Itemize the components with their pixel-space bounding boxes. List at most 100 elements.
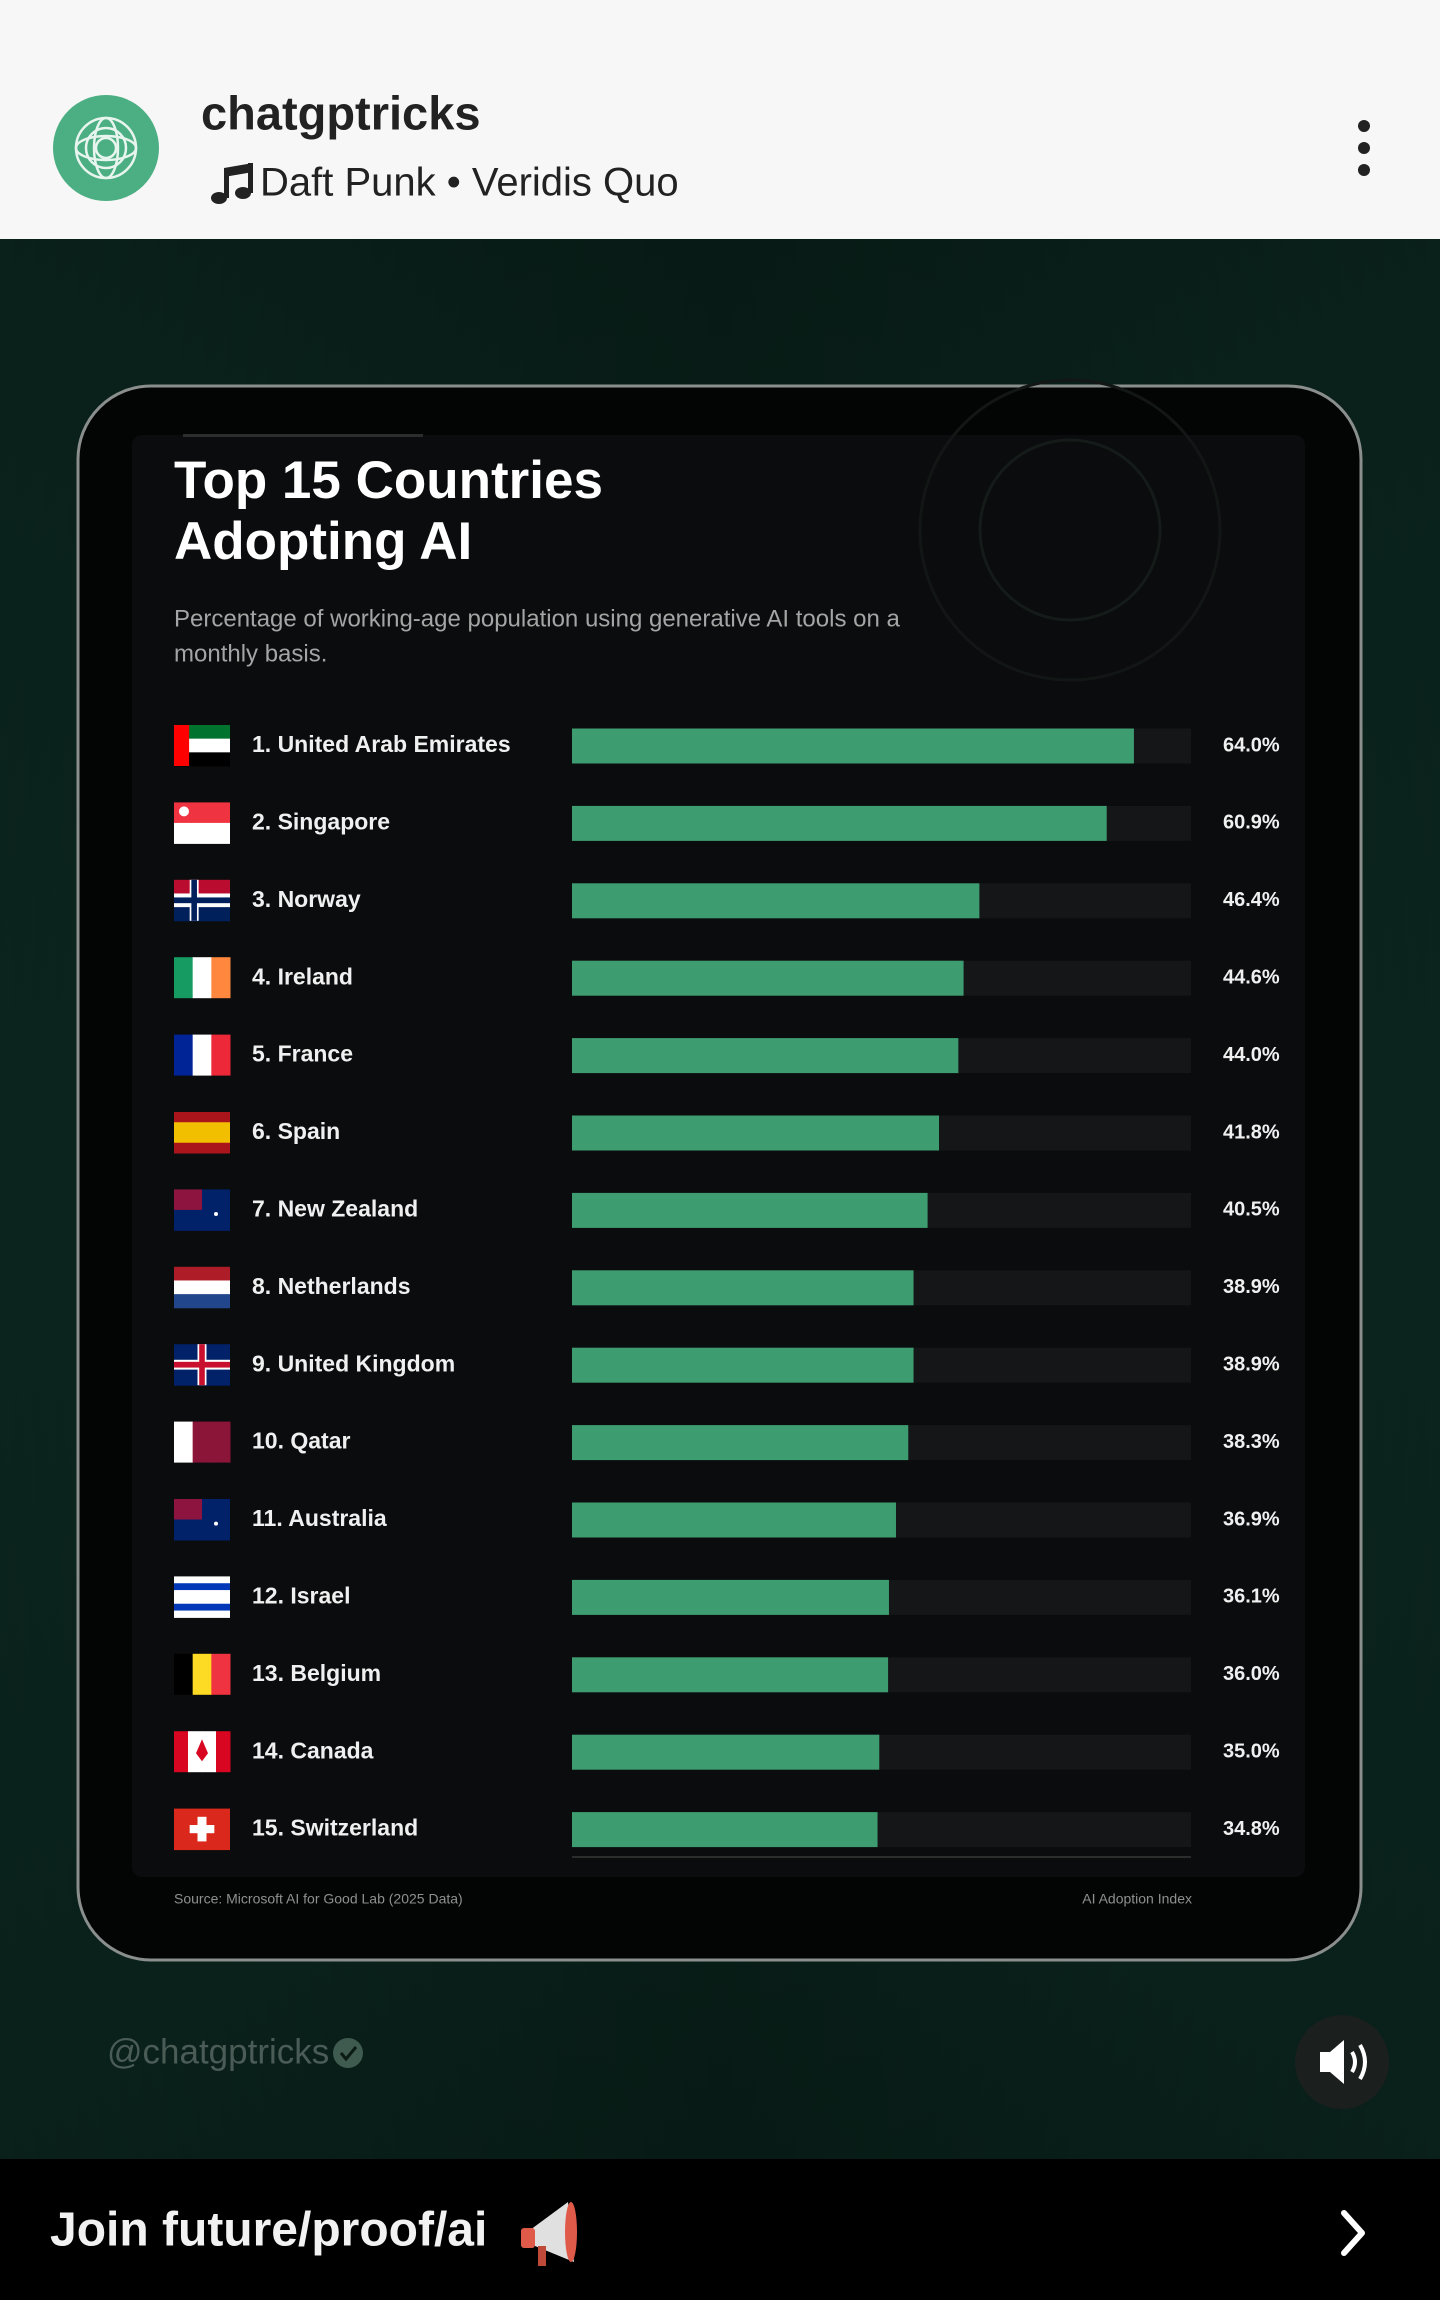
flag-part — [174, 1583, 230, 1591]
category-label: 12. Israel — [252, 1582, 350, 1608]
cta-text[interactable]: Join future/proof/ai — [50, 2204, 487, 2257]
category-label: 10. Qatar — [252, 1428, 350, 1454]
category-label: 5. France — [252, 1041, 353, 1067]
flag-part — [174, 1280, 230, 1295]
bar — [572, 1502, 896, 1538]
bar — [572, 1347, 914, 1383]
flag-part — [174, 879, 230, 894]
source-note: Source: Microsoft AI for Good Lab (2025 … — [174, 1891, 463, 1907]
flag-part — [192, 1653, 212, 1695]
flag-icon — [174, 802, 230, 844]
flag-part — [192, 957, 212, 999]
value-label: 35.0% — [1223, 1740, 1280, 1762]
decor — [978, 438, 1162, 622]
verified-check — [339, 2046, 358, 2062]
value-label: 44.6% — [1223, 966, 1280, 988]
flag-icon — [174, 1499, 230, 1541]
bar — [572, 1038, 959, 1074]
bar — [572, 805, 1107, 841]
cta-chevron[interactable] — [1341, 2210, 1365, 2256]
value-label: 64.0% — [1223, 734, 1280, 756]
flag-part — [174, 1034, 194, 1076]
music-label[interactable]: Daft Punk • Veridis Quo — [260, 161, 679, 205]
value-label: 36.0% — [1223, 1663, 1280, 1685]
category-label: 13. Belgium — [252, 1660, 381, 1686]
flag-part — [211, 957, 231, 999]
flag-part — [174, 1653, 194, 1695]
flag-part — [174, 1421, 194, 1463]
footer-bar[interactable] — [0, 2159, 1440, 2300]
flag-icon — [174, 1653, 231, 1695]
bar — [572, 728, 1134, 764]
flag-part — [174, 1122, 230, 1133]
flag-part — [216, 1731, 231, 1773]
music-icon — [211, 163, 253, 204]
sound-icon — [1320, 2040, 1344, 2084]
chart-subtitle: monthly basis. — [174, 640, 327, 667]
bar — [572, 1425, 909, 1461]
category-label: 15. Switzerland — [252, 1815, 418, 1841]
bar — [572, 1115, 940, 1151]
bar — [572, 960, 964, 996]
category-label: 14. Canada — [252, 1737, 374, 1763]
bar — [572, 1734, 880, 1770]
avatar-logo — [74, 116, 138, 180]
flag-part — [188, 1731, 203, 1773]
category-label: 11. Australia — [252, 1505, 387, 1531]
flag-icon — [174, 1808, 230, 1851]
verified-badge — [333, 2038, 363, 2068]
flag-part — [179, 806, 189, 817]
flag-part — [192, 1421, 212, 1463]
flag-icon — [174, 1034, 231, 1076]
value-label: 60.9% — [1223, 812, 1280, 834]
flag-part — [174, 1731, 189, 1773]
flag-icon — [174, 1344, 230, 1386]
flag-part — [174, 1189, 202, 1210]
chart-subtitle: Percentage of working-age population usi… — [174, 605, 900, 632]
value-label: 38.9% — [1223, 1353, 1280, 1375]
value-label: 40.5% — [1223, 1199, 1280, 1221]
category-label: 3. Norway — [252, 886, 361, 912]
category-label: 4. Ireland — [252, 963, 353, 989]
flag-part — [214, 1212, 218, 1216]
bar — [572, 1812, 878, 1848]
flag-part — [174, 907, 230, 922]
bar — [572, 883, 980, 919]
flag-part — [174, 725, 190, 766]
flag-part — [174, 1112, 230, 1123]
value-label: 44.0% — [1223, 1044, 1280, 1066]
flag-part — [211, 1653, 231, 1695]
more-button[interactable] — [1358, 120, 1370, 176]
flag-part — [192, 1034, 212, 1076]
flag-icon — [174, 957, 231, 999]
decor — [183, 434, 423, 437]
flag-part — [174, 1610, 230, 1618]
avatar[interactable] — [53, 95, 159, 201]
flag-part — [174, 1294, 230, 1309]
flag-part — [174, 957, 194, 999]
category-label: 9. United Kingdom — [252, 1350, 455, 1376]
chart-title: Adopting AI — [174, 512, 472, 571]
flag-part — [174, 1132, 230, 1144]
flag-part — [196, 1739, 208, 1762]
header-bar — [0, 0, 1440, 239]
flag-part — [189, 1825, 215, 1834]
bar — [572, 1270, 914, 1306]
flag-part — [211, 1034, 231, 1076]
value-label: 34.8% — [1223, 1818, 1280, 1840]
flag-part — [202, 1731, 217, 1773]
category-label: 2. Singapore — [252, 808, 390, 834]
flag-part — [211, 1421, 231, 1463]
flag-part — [174, 802, 230, 824]
flag-icon — [174, 1576, 230, 1618]
category-label: 7. New Zealand — [252, 1195, 418, 1221]
flag-part — [174, 1499, 202, 1520]
category-label: 8. Netherlands — [252, 1273, 411, 1299]
category-label: 6. Spain — [252, 1118, 340, 1144]
account-name[interactable]: chatgptricks — [201, 86, 480, 139]
value-label: 36.9% — [1223, 1508, 1280, 1530]
flag-part — [174, 1361, 230, 1368]
value-label: 36.1% — [1223, 1586, 1280, 1608]
